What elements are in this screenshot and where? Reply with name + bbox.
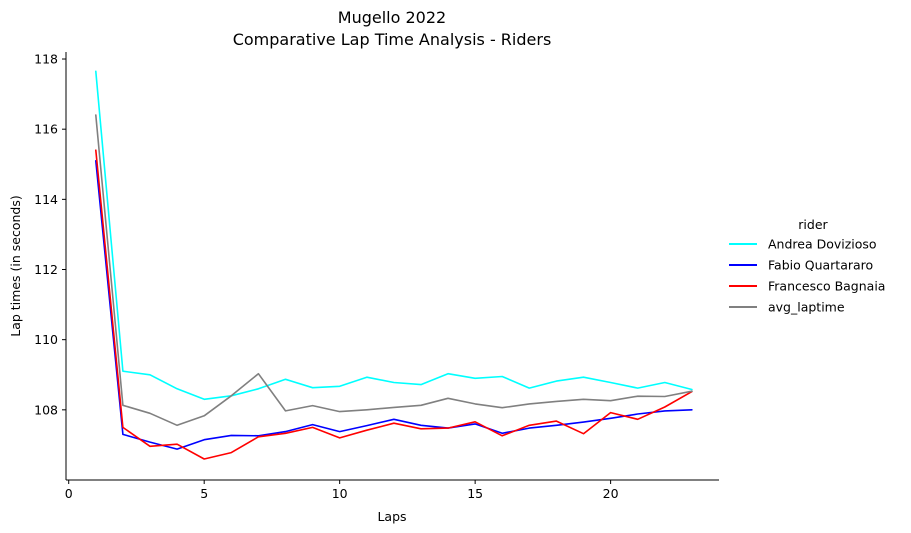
x-tick-label: 0 [65,486,73,501]
series-line-fabio-quartararo [95,160,693,450]
series-line-andrea-dovizioso [95,70,693,401]
legend-items: Andrea Dovizioso Fabio Quartararo Francesc… [729,237,885,315]
x-tick-label: 5 [200,486,208,501]
x-ticks: 0 5 10 15 20 [65,480,619,501]
legend-entry-label: avg_laptime [768,300,845,315]
y-tick-label: 118 [34,52,58,67]
y-tick-label: 110 [34,332,58,347]
series-line-avg-laptime [95,114,693,427]
x-tick-label: 20 [603,486,619,501]
chart-title: Mugello 2022 [338,8,446,27]
legend-title: rider [798,217,828,232]
y-ticks: 108 110 112 114 116 118 [34,52,66,417]
y-axis-label: Lap times (in seconds) [8,195,23,336]
y-tick-label: 116 [34,122,58,137]
y-tick-label: 112 [34,262,58,277]
series-lines [95,70,693,460]
x-axis-label: Laps [377,509,406,524]
chart-subtitle: Comparative Lap Time Analysis - Riders [233,30,552,49]
legend-entry-label: Andrea Dovizioso [768,237,877,252]
legend: rider Andrea Dovizioso Fabio Quartararo Fr… [729,217,885,315]
y-tick-label: 114 [34,192,58,207]
x-tick-label: 15 [467,486,483,501]
x-tick-label: 10 [332,486,348,501]
y-tick-label: 108 [34,402,58,417]
legend-entry-label: Fabio Quartararo [768,258,873,273]
series-line-francesco-bagnaia [95,149,693,460]
legend-entry-label: Francesco Bagnaia [768,279,885,294]
plot-area: 0 5 10 15 20 108 110 112 114 116 118 [34,52,719,501]
